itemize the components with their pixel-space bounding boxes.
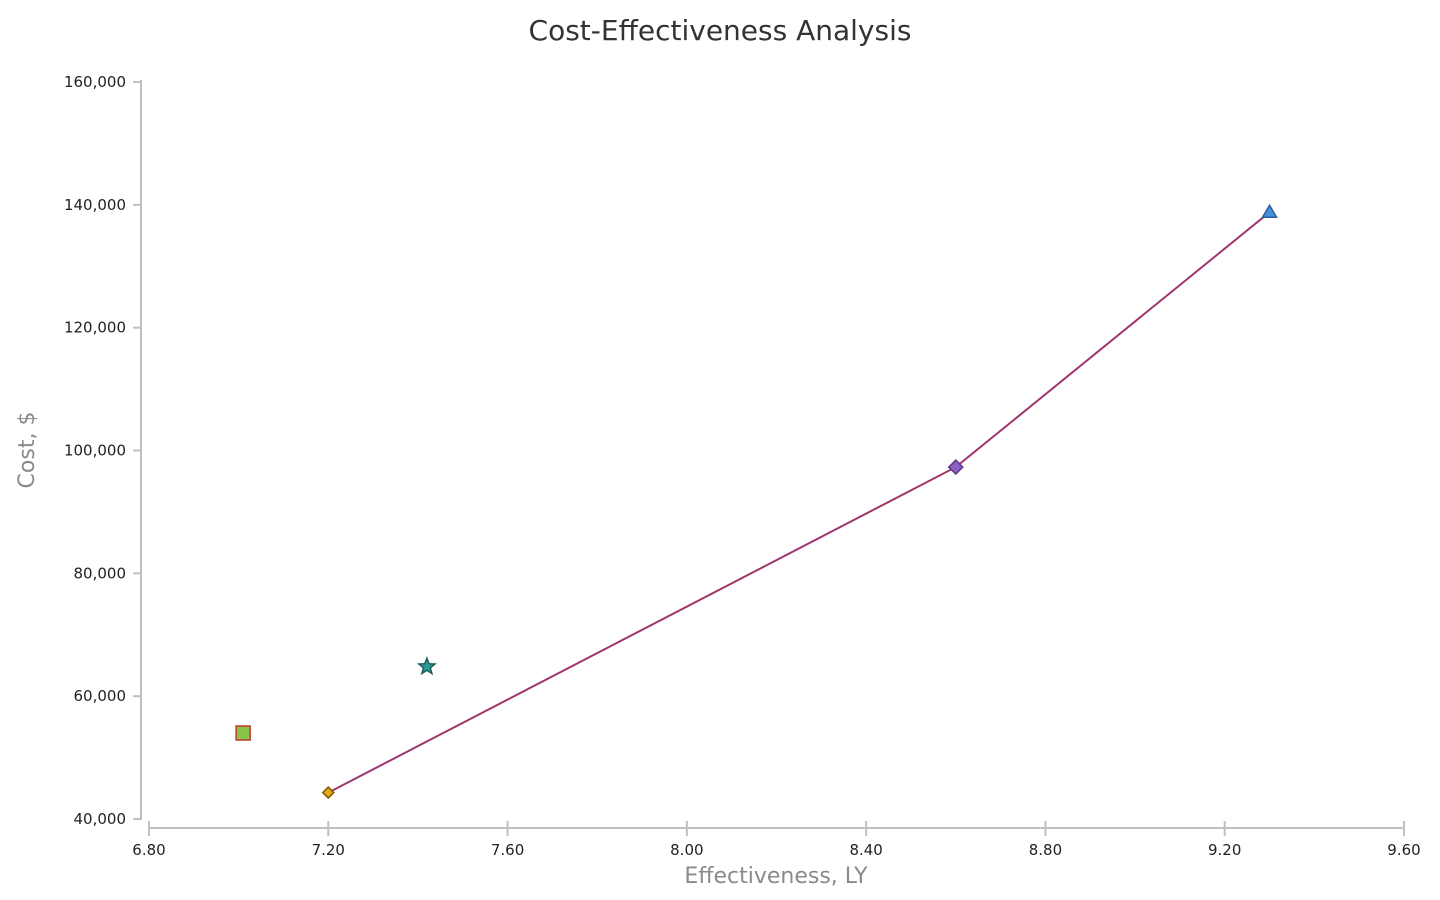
x-tick-label: 8.00 — [670, 841, 703, 859]
y-tick-label: 100,000 — [64, 442, 126, 460]
x-tick-label: 8.40 — [849, 841, 882, 859]
x-tick-label: 7.60 — [491, 841, 524, 859]
y-tick-label: 80,000 — [74, 564, 127, 582]
frontier-layer — [327, 211, 1271, 794]
x-axis-title: Effectiveness, LY — [684, 864, 868, 889]
x-tick-label: 7.20 — [312, 841, 345, 859]
y-tick-label: 140,000 — [64, 196, 126, 214]
chart-title: Cost-Effectiveness Analysis — [529, 14, 912, 47]
point-diamond — [947, 459, 964, 476]
y-tick-label: 120,000 — [64, 319, 126, 337]
y-axis-ticks: 40,000 60,000 80,000 100,000 120,000 140,000 1… — [64, 73, 141, 828]
x-tick-label: 8.80 — [1029, 841, 1062, 859]
x-axis-ticks: 6.80 7.20 7.60 8.00 8.40 8.80 9.20 9.60 — [132, 821, 1421, 859]
point-star — [416, 656, 437, 676]
points-layer — [235, 203, 1278, 800]
point-diamond — [321, 786, 335, 800]
point-circle — [237, 727, 249, 739]
point-triangle — [1261, 203, 1278, 218]
x-tick-label: 6.80 — [132, 841, 165, 859]
y-tick-label: 160,000 — [64, 73, 126, 91]
y-tick-label: 60,000 — [74, 687, 127, 705]
frontier-line — [327, 211, 1271, 794]
x-tick-label: 9.60 — [1387, 841, 1420, 859]
y-tick-label: 40,000 — [74, 810, 127, 828]
x-tick-label: 9.20 — [1208, 841, 1241, 859]
y-axis-title: Cost, $ — [15, 412, 40, 489]
